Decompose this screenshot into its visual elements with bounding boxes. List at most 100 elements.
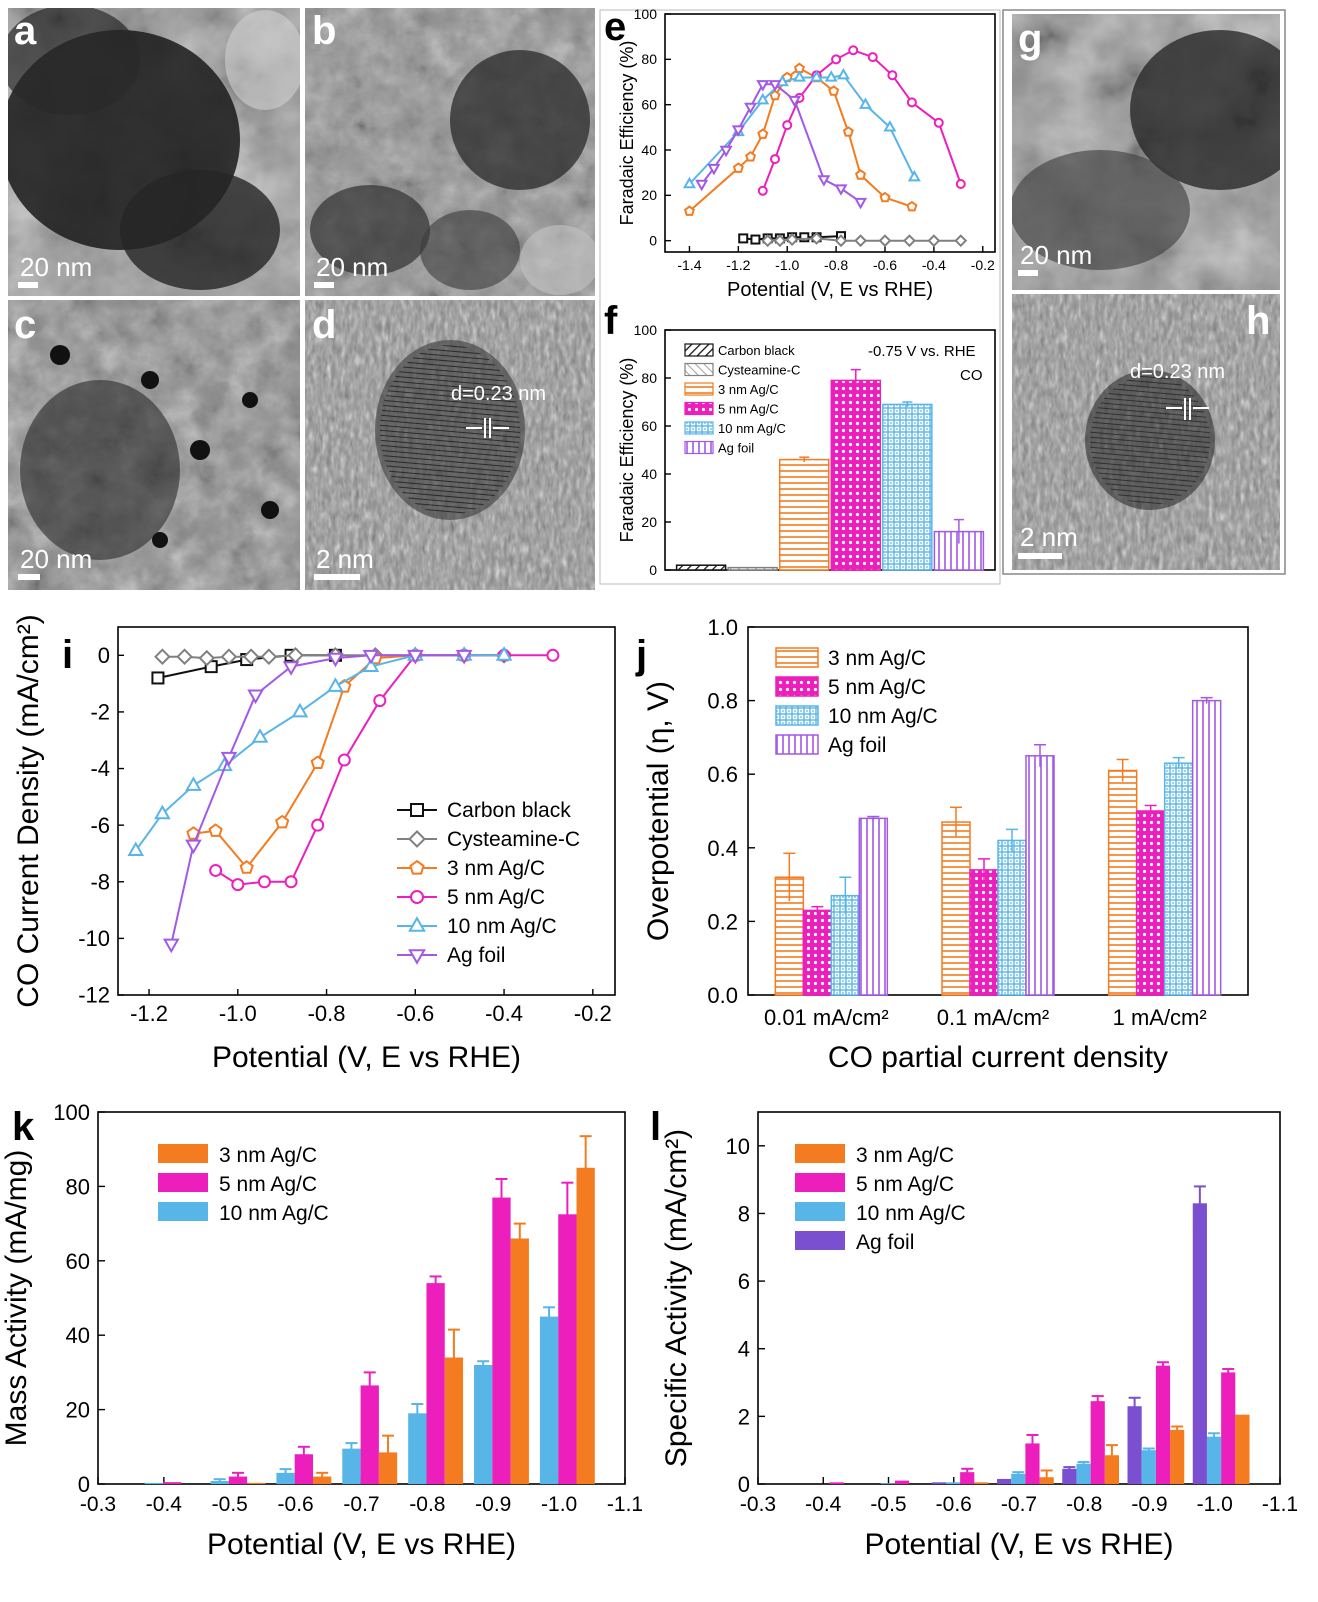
ytick-label-j: 0.6 — [707, 762, 738, 787]
point-e-cysteamine-c — [903, 234, 916, 248]
bar-f-3-nm-ag-c — [778, 458, 830, 571]
point-i-ag-foil — [282, 661, 300, 676]
series-e-ag-foil — [695, 80, 868, 210]
chart-j: 0.0 0.2 0.4 0.6 0.8 1.0 Overpotential (η, V) CO… — [642, 615, 1249, 1074]
bar-l-5-nm-ag-c — [894, 1480, 910, 1484]
bar-l-10-nm-ag-c — [1141, 1450, 1156, 1484]
legend-label-j-10-nm-ag-c: 10 nm Ag/C — [828, 705, 938, 728]
scale-label-a: 20 nm — [20, 252, 92, 282]
legend-marker-5-nm-ag-c — [410, 890, 424, 904]
legend-label-j-5-nm-ag-c: 5 nm Ag/C — [828, 676, 926, 699]
legend-swatch-j-ag-foil — [775, 734, 819, 755]
point-i-3-nm-ag-c — [239, 860, 254, 874]
point-e-cysteamine-c — [761, 234, 775, 248]
tem-panel-d — [305, 300, 595, 590]
bar-l-3-nm-ag-c — [1235, 1414, 1250, 1484]
point-e-5-nm-ag-c — [782, 120, 793, 131]
bar-j-3-nm-ag-c — [1107, 769, 1138, 996]
point-e-ag-foil — [695, 179, 709, 192]
point-e-carbon-black — [799, 232, 810, 243]
scale-label-g: 20 nm — [1020, 240, 1092, 270]
ytick-label-l: 8 — [738, 1201, 750, 1226]
lattice-annotation-h: d=0.23 nm — [1130, 361, 1225, 383]
point-i-10-nm-ag-c — [185, 776, 202, 791]
point-e-5-nm-ag-c — [955, 179, 966, 189]
legend-l: 3 nm Ag/C 5 nm Ag/C 10 nm Ag/C Ag foil — [795, 1144, 966, 1254]
bar-j-5-nm-ag-c — [1135, 810, 1166, 996]
point-e-ag-foil — [788, 95, 802, 108]
bar-f-10-nm-ag-c — [882, 403, 933, 571]
line-e-5-nm-ag-c — [761, 49, 962, 192]
ylabel-i: CO Current Density (mA/cm²) — [12, 614, 45, 1007]
legend-swatch-j-10-nm-ag-c — [775, 705, 819, 726]
scale-label-d: 2 nm — [316, 544, 374, 574]
legend-marker-ag-foil — [408, 949, 426, 965]
legend-label-l-ag-foil: Ag foil — [856, 1231, 914, 1254]
legend-marker-3-nm-ag-c — [409, 859, 425, 875]
legend-label-carbon-black: Carbon black — [447, 799, 571, 822]
ytick-label-i: -12 — [78, 983, 110, 1008]
xlabel-e: Potential (V, E vs RHE) — [727, 279, 933, 301]
bar-l-10-nm-ag-c — [1076, 1463, 1091, 1484]
bar-l-5-nm-ag-c — [960, 1472, 975, 1484]
bar-j-10-nm-ag-c — [1163, 762, 1194, 996]
scale-bars — [18, 270, 1062, 580]
chart-e: -1.4 -1.2 -1.0 -0.8 -0.6 -0.4 -0.2 0 20 40 60 80 100… — [617, 6, 996, 301]
point-e-cysteamine-c — [854, 234, 867, 248]
bar-k-3-nm-ag-c — [510, 1238, 529, 1484]
xtick-label-l: -0.4 — [805, 1493, 842, 1516]
point-e-5-nm-ag-c — [848, 45, 859, 56]
xtick-label-j: 0.01 mA/cm² — [764, 1005, 889, 1030]
point-i-ag-foil — [327, 652, 344, 668]
bar-l-ag-foil — [931, 1482, 946, 1484]
bar-f-cysteamine-c — [727, 566, 778, 571]
bar-l-5-nm-ag-c — [829, 1482, 844, 1484]
legend-label-l-5-nm-ag-c: 5 nm Ag/C — [856, 1173, 954, 1196]
bar-k-10-nm-ag-c — [408, 1413, 427, 1484]
legend-label-f-ag-foil: Ag foil — [718, 441, 754, 456]
ylabel-k: Mass Activity (mA/mg) — [0, 1150, 33, 1447]
ytick-label-j: 1.0 — [707, 615, 738, 640]
point-i-ag-foil — [455, 649, 473, 665]
xtick-label-e: -1.0 — [775, 257, 799, 273]
legend-i: Carbon black Cysteamine-C 3 nm Ag/C 5 nm Ag… — [397, 799, 580, 967]
xtick-label-e: -0.6 — [873, 257, 897, 273]
xlabel-k: Potential (V, E vs RHE) — [207, 1528, 516, 1561]
xtick-label-e: -1.4 — [677, 257, 701, 273]
ytick-label-e: 60 — [641, 97, 657, 113]
legend-label-5-nm-ag-c: 5 nm Ag/C — [447, 886, 545, 909]
point-i-10-nm-ag-c — [291, 702, 309, 718]
bar-l-ag-foil — [1062, 1468, 1077, 1484]
xtick-label-e: -0.4 — [922, 257, 946, 273]
bar-k-5-nm-ag-c — [360, 1385, 379, 1484]
panel-letter-g: g — [1018, 17, 1042, 61]
xlabel-j: CO partial current density — [828, 1041, 1168, 1074]
bar-k-3-nm-ag-c — [247, 1482, 266, 1484]
point-e-ag-foil — [834, 184, 848, 196]
lattice-annotation-d: d=0.23 nm — [451, 383, 546, 405]
point-e-5-nm-ag-c — [831, 54, 842, 65]
ytick-label-i: -2 — [90, 700, 110, 725]
xtick-label-k: -1.1 — [607, 1493, 643, 1516]
point-e-5-nm-ag-c — [933, 117, 944, 128]
point-e-5-nm-ag-c — [887, 70, 898, 81]
legend-f: Carbon black Cysteamine-C 3 nm Ag/C 5 nm Ag… — [684, 343, 800, 456]
ytick-label-j: 0.8 — [707, 689, 738, 714]
bar-j-10-nm-ag-c — [997, 839, 1027, 996]
bar-l-10-nm-ag-c — [880, 1483, 895, 1484]
panel-letter-h: h — [1246, 299, 1270, 343]
tem-panel-b — [305, 8, 595, 296]
point-i-ag-foil — [362, 649, 380, 665]
bar-l-5-nm-ag-c — [1155, 1365, 1171, 1484]
point-i-5-nm-ag-c — [257, 875, 271, 889]
ytick-label-l: 4 — [738, 1337, 750, 1362]
tem-panel-g — [1012, 14, 1280, 290]
point-e-cysteamine-c — [878, 234, 892, 248]
legend-swatch-f-cysteamine-c — [684, 362, 714, 377]
point-i-5-nm-ag-c — [337, 753, 351, 767]
bar-l-ag-foil — [1192, 1203, 1207, 1484]
point-i-carbon-black — [151, 671, 165, 685]
point-e-ag-foil — [756, 80, 770, 92]
bar-k-3-nm-ag-c — [576, 1167, 595, 1484]
ytick-label-f: 40 — [641, 466, 657, 482]
